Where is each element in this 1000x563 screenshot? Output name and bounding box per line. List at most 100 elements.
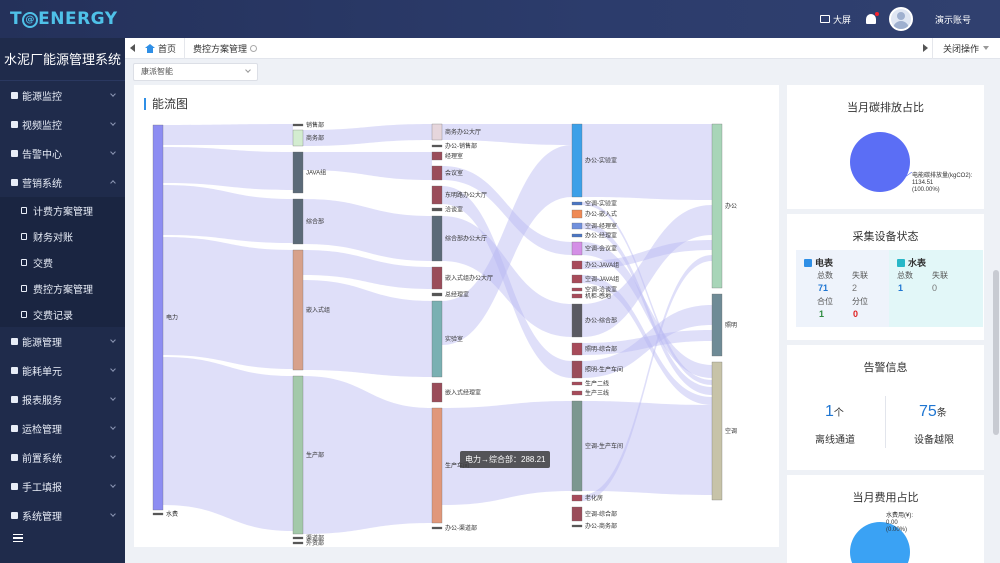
close-operations-dropdown[interactable]: 关闭操作	[932, 37, 1000, 59]
node-e7bbbce59088e983a8e58a9e[interactable]	[431, 215, 443, 262]
menu-toggle-icon[interactable]	[13, 534, 23, 542]
node-e58a9ee585ac-e6b8a0e9819[interactable]	[431, 526, 443, 530]
sankey-link[interactable]	[303, 199, 432, 261]
sidebar-subitem-payment-records[interactable]: 交费记录	[0, 301, 125, 327]
node-e6b8a0e98193e983a8[interactable]	[292, 536, 304, 540]
node-e785a7e6988e[interactable]	[711, 293, 723, 357]
over-limit-count[interactable]: 75条	[919, 403, 947, 420]
node-javae7bb84[interactable]	[292, 151, 304, 194]
sidebar-item-alarm-center[interactable]: 告警中心	[0, 139, 125, 168]
node-e6b0b4e8b4b9[interactable]	[152, 512, 164, 516]
node-e58a9ee585ac-e59586e58aa[interactable]	[571, 524, 583, 528]
node-e4b89ce6988ee8b7afe58a9e[interactable]	[431, 185, 443, 205]
node-e7bb8fe79086e5aea4[interactable]	[431, 151, 443, 161]
node-e785a7e6988e-e7bbbce5908[interactable]	[571, 342, 583, 356]
sankey-link[interactable]	[582, 205, 712, 337]
sidebar-subitem-payment[interactable]: 交费	[0, 249, 125, 275]
node-e7bbbce59088e983a8[interactable]	[292, 198, 304, 245]
node-e69cbae69f9c-e6849fe59cb[interactable]	[571, 293, 583, 299]
sidebar-item-reports[interactable]: 报表服务	[0, 385, 125, 414]
node-e5ae9ee9aa8ce5aea4[interactable]	[431, 300, 443, 378]
sankey-link[interactable]	[303, 124, 432, 146]
sankey-link[interactable]	[163, 147, 293, 190]
sidebar-item-maintenance[interactable]: 运检管理	[0, 414, 125, 443]
node-e6b4bde8b088e5aea4[interactable]	[431, 207, 443, 212]
node-e7a9bae8b083-e5ae9ee9aa8[interactable]	[571, 201, 583, 206]
node-e88081e58c96e688bf[interactable]	[571, 494, 583, 502]
node-e7a9bae8b083-e7bb8fe7908[interactable]	[571, 222, 583, 230]
sidebar-item-video-monitor[interactable]: 视频监控	[0, 110, 125, 139]
sidebar-subitem-cost-control[interactable]: 费控方案管理	[0, 275, 125, 301]
node-e680bbe7bb8fe79086e5aea4[interactable]	[431, 292, 443, 297]
node-e58a9ee585ac-javae7bb84[interactable]	[571, 260, 583, 270]
cost-pie-chart[interactable]	[849, 521, 911, 563]
node-e59586e58aa1e983a8[interactable]	[292, 129, 304, 147]
node-e7a9bae8b083[interactable]	[711, 361, 723, 501]
sankey-link[interactable]	[442, 124, 572, 145]
sankey-link[interactable]	[442, 216, 572, 337]
tab-scroll-left-icon[interactable]	[125, 38, 139, 59]
node-e5b58ce585a5e5bc8fe7bb84[interactable]	[292, 249, 304, 371]
sankey-link[interactable]	[163, 124, 293, 145]
sankey-link[interactable]	[582, 242, 712, 378]
node-e7a9bae8b083-e7949fe4baa[interactable]	[571, 400, 583, 492]
account-name[interactable]: 演示账号	[934, 14, 971, 25]
node-e59586e58aa1e58a9ee585ac[interactable]	[431, 123, 443, 141]
node-e7a9bae8b083-e7bbbce5908[interactable]	[571, 506, 583, 522]
offline-channel-count[interactable]: 1个	[825, 403, 844, 420]
sidebar-subitem-reconciliation[interactable]: 财务对账	[0, 223, 125, 249]
node-e58a9ee585ac-e7bb8fe7908[interactable]	[571, 233, 583, 238]
sankey-link[interactable]	[163, 185, 293, 243]
node-e7949fe4baa7e8bda6e997b4[interactable]	[431, 407, 443, 524]
node-e7949fe4baa7e4b889e7babf[interactable]	[571, 390, 583, 396]
sankey-link[interactable]	[303, 376, 432, 534]
node-e794b5e58a9b[interactable]	[152, 124, 164, 511]
tab-cost-control[interactable]: 费控方案管理	[185, 38, 265, 59]
company-select[interactable]: 康派智能	[133, 63, 258, 81]
node-e7a9bae8b083-javae7bb84[interactable]	[571, 274, 583, 284]
node-e785a7e6988e-e7949fe4baa[interactable]	[571, 360, 583, 379]
sankey-link[interactable]	[582, 255, 712, 501]
sankey-link[interactable]	[582, 275, 712, 405]
tab-scroll-right-icon[interactable]	[918, 38, 932, 59]
sankey-link[interactable]	[582, 305, 712, 378]
sidebar-item-manual-entry[interactable]: 手工填报	[0, 472, 125, 501]
sidebar-item-marketing[interactable]: 营销系统	[0, 168, 125, 197]
node-e99480e594aee983a8[interactable]	[292, 123, 304, 127]
sankey-link[interactable]	[303, 152, 432, 180]
node-e58a9ee585ac-e99480e594a[interactable]	[431, 144, 443, 148]
carbon-pie-chart[interactable]	[849, 131, 911, 193]
tab-home[interactable]: 首页	[139, 37, 186, 59]
node-e58a9ee585ac-e5ae9ee9aa8[interactable]	[571, 123, 583, 198]
sankey-link[interactable]	[582, 240, 712, 269]
sidebar-item-energy-monitor[interactable]: 能源监控	[0, 81, 125, 110]
user-avatar[interactable]	[888, 7, 913, 31]
node-e5b58ce585a5e5bc8fe7bb84[interactable]	[431, 266, 443, 290]
sankey-link[interactable]	[582, 330, 712, 355]
sankey-link[interactable]	[582, 202, 712, 385]
node-e58a9ee585ac-e5b58ce585a[interactable]	[571, 209, 583, 219]
sankey-link[interactable]	[582, 223, 712, 395]
page-scrollbar[interactable]	[993, 270, 999, 435]
sidebar-item-front-system[interactable]: 前置系统	[0, 443, 125, 472]
node-e58a9ee585ac[interactable]	[711, 123, 723, 289]
sidebar-item-system-management[interactable]: 系统管理	[0, 501, 125, 530]
sankey-link[interactable]	[163, 357, 293, 531]
sidebar-subitem-billing-plan[interactable]: 计费方案管理	[0, 197, 125, 223]
node-e7949fe4baa7e983a8[interactable]	[292, 375, 304, 535]
sankey-link[interactable]	[303, 280, 432, 377]
big-screen-button[interactable]: 大屏	[819, 13, 851, 26]
sankey-link[interactable]	[582, 401, 712, 495]
sankey-link[interactable]	[303, 250, 432, 289]
close-icon[interactable]	[250, 44, 258, 52]
node-e7a9bae8b083-e4bc9ae8aea[interactable]	[571, 241, 583, 256]
sankey-link[interactable]	[442, 145, 572, 345]
node-e7949fe4baa7e4ba8ce7babf[interactable]	[571, 381, 583, 386]
sidebar-item-energy-units[interactable]: 能耗单元	[0, 356, 125, 385]
node-e5a496e8b584e983a8[interactable]	[292, 541, 304, 545]
node-e5b58ce585a5e5bc8fe7bb8f[interactable]	[431, 382, 443, 403]
sankey-link[interactable]	[442, 186, 572, 378]
sankey-link[interactable]	[442, 166, 572, 255]
sidebar-item-energy-management[interactable]: 能源管理	[0, 327, 125, 356]
